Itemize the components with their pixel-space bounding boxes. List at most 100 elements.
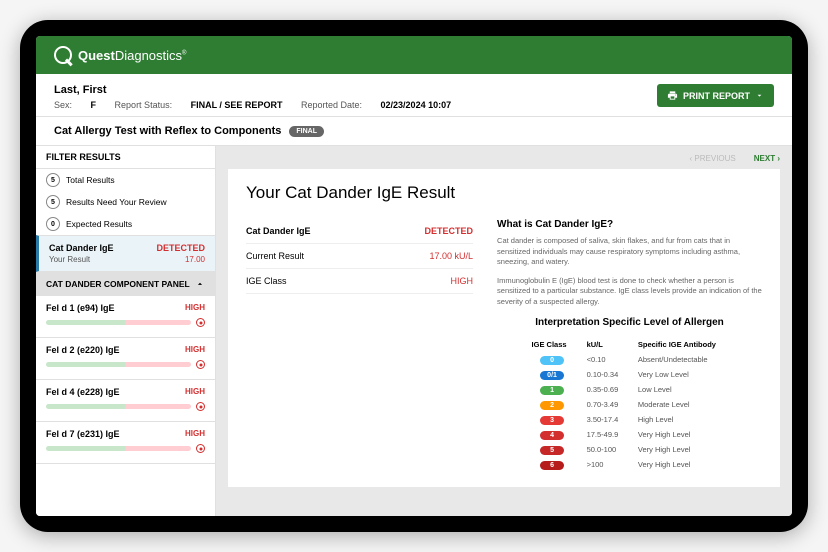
interp-range: 17.5-49.9 bbox=[581, 428, 630, 441]
patient-info: Last, First Sex: F Report Status: FINAL … bbox=[54, 84, 467, 110]
app-screen: QuestDiagnostics® Last, First Sex: F Rep… bbox=[36, 36, 792, 516]
interp-header: kU/L bbox=[581, 338, 630, 351]
interp-antibody: Very High Level bbox=[632, 458, 734, 471]
interp-row: 1 0.35-0.69 Low Level bbox=[526, 383, 734, 396]
level-bar bbox=[46, 404, 191, 409]
level-marker bbox=[196, 444, 205, 453]
status-value: FINAL / SEE REPORT bbox=[191, 100, 283, 110]
count-badge: 0 bbox=[46, 217, 60, 231]
result-table: Cat Dander IgEDETECTEDCurrent Result17.0… bbox=[246, 219, 473, 473]
filter-row[interactable]: 5Total Results bbox=[36, 169, 215, 191]
filter-label: Expected Results bbox=[66, 219, 132, 229]
data-row: Cat Dander IgE DETECTED bbox=[246, 219, 473, 244]
brand-logo: QuestDiagnostics® bbox=[54, 46, 186, 64]
component-bar bbox=[46, 402, 205, 411]
patient-name: Last, First bbox=[54, 84, 467, 96]
component-item[interactable]: Fel d 2 (e220) IgE HIGH bbox=[36, 338, 215, 380]
test-title-bar: Cat Allergy Test with Reflex to Componen… bbox=[36, 117, 792, 146]
interp-antibody: Low Level bbox=[632, 383, 734, 396]
class-chip: 6 bbox=[540, 461, 564, 470]
class-chip: 2 bbox=[540, 401, 564, 410]
panel-title: CAT DANDER COMPONENT PANEL bbox=[46, 279, 190, 289]
interp-range: 0.35-0.69 bbox=[581, 383, 630, 396]
brand-name2: Diagnostics bbox=[115, 48, 182, 63]
component-bar bbox=[46, 318, 205, 327]
level-marker bbox=[196, 360, 205, 369]
level-marker bbox=[196, 318, 205, 327]
component-name: Fel d 2 (e220) IgE bbox=[46, 345, 120, 355]
interp-row: 5 50.0-100 Very High Level bbox=[526, 443, 734, 456]
component-item[interactable]: Fel d 4 (e228) IgE HIGH bbox=[36, 380, 215, 422]
print-button-label: PRINT REPORT bbox=[683, 91, 750, 101]
filter-rows: 5Total Results5Results Need Your Review0… bbox=[36, 169, 215, 235]
interp-row: 6 >100 Very High Level bbox=[526, 458, 734, 471]
interp-range: <0.10 bbox=[581, 353, 630, 366]
class-chip: 3 bbox=[540, 416, 564, 425]
interp-range: 3.50-17.4 bbox=[581, 413, 630, 426]
component-item[interactable]: Fel d 1 (e94) IgE HIGH bbox=[36, 296, 215, 338]
interp-table: IGE ClasskU/LSpecific IGE Antibody 0 <0.… bbox=[524, 336, 736, 473]
interp-antibody: Very High Level bbox=[632, 428, 734, 441]
interp-title: Interpretation Specific Level of Allerge… bbox=[497, 317, 762, 328]
filter-row[interactable]: 5Results Need Your Review bbox=[36, 191, 215, 213]
component-name: Fel d 4 (e228) IgE bbox=[46, 387, 120, 397]
test-title: Cat Allergy Test with Reflex to Componen… bbox=[54, 125, 281, 137]
interp-row: 0/1 0.10-0.34 Very Low Level bbox=[526, 368, 734, 381]
nav-next[interactable]: NEXT › bbox=[754, 154, 780, 163]
interp-antibody: Very Low Level bbox=[632, 368, 734, 381]
interp-range: >100 bbox=[581, 458, 630, 471]
class-chip: 0/1 bbox=[540, 371, 564, 380]
chevron-up-icon bbox=[195, 279, 205, 289]
info-column: What is Cat Dander IgE? Cat dander is co… bbox=[497, 219, 762, 473]
level-marker bbox=[196, 402, 205, 411]
filter-label: Results Need Your Review bbox=[66, 197, 167, 207]
device-frame: QuestDiagnostics® Last, First Sex: F Rep… bbox=[20, 20, 808, 532]
status-label: Report Status: bbox=[115, 100, 173, 110]
interp-body: 0 <0.10 Absent/Undetectable 0/1 0.10-0.3… bbox=[526, 353, 734, 471]
panel-header[interactable]: CAT DANDER COMPONENT PANEL bbox=[36, 272, 215, 296]
panel-items: Fel d 1 (e94) IgE HIGH Fel d 2 (e220) Ig… bbox=[36, 296, 215, 464]
interp-antibody: Very High Level bbox=[632, 443, 734, 456]
interp-header: Specific IGE Antibody bbox=[632, 338, 734, 351]
result-item-selected[interactable]: Cat Dander IgE DETECTED Your Result 17.0… bbox=[36, 235, 215, 272]
data-value: DETECTED bbox=[425, 226, 474, 236]
level-bar bbox=[46, 320, 191, 325]
interp-row: 2 0.70-3.49 Moderate Level bbox=[526, 398, 734, 411]
top-header: QuestDiagnostics® bbox=[36, 36, 792, 74]
data-label: Current Result bbox=[246, 251, 304, 261]
component-bar bbox=[46, 444, 205, 453]
main-panel: ‹ PREVIOUS NEXT › Your Cat Dander IgE Re… bbox=[216, 146, 792, 516]
logo-icon bbox=[54, 46, 72, 64]
sidebar: FILTER RESULTS 5Total Results5Results Ne… bbox=[36, 146, 216, 516]
nav-row: ‹ PREVIOUS NEXT › bbox=[228, 154, 780, 163]
component-item[interactable]: Fel d 7 (e231) IgE HIGH bbox=[36, 422, 215, 464]
reported-label: Reported Date: bbox=[301, 100, 362, 110]
class-chip: 0 bbox=[540, 356, 564, 365]
interp-headers: IGE ClasskU/LSpecific IGE Antibody bbox=[526, 338, 734, 351]
print-report-button[interactable]: PRINT REPORT bbox=[657, 84, 774, 107]
sex-value: F bbox=[91, 100, 97, 110]
interp-row: 0 <0.10 Absent/Undetectable bbox=[526, 353, 734, 366]
component-flag: HIGH bbox=[185, 387, 205, 397]
interp-row: 3 3.50-17.4 High Level bbox=[526, 413, 734, 426]
component-bar bbox=[46, 360, 205, 369]
nav-previous: ‹ PREVIOUS bbox=[690, 154, 736, 163]
component-name: Fel d 7 (e231) IgE bbox=[46, 429, 120, 439]
filter-row[interactable]: 0 Expected Results bbox=[36, 213, 215, 235]
content-area: FILTER RESULTS 5Total Results5Results Ne… bbox=[36, 146, 792, 516]
filter-header: FILTER RESULTS bbox=[36, 146, 215, 169]
reported-value: 02/23/2024 10:07 bbox=[381, 100, 452, 110]
level-bar bbox=[46, 362, 191, 367]
interp-range: 0.70-3.49 bbox=[581, 398, 630, 411]
test-status-pill: FINAL bbox=[289, 126, 324, 137]
brand-name1: Quest bbox=[78, 48, 115, 63]
data-label: IGE Class bbox=[246, 276, 287, 286]
interp-antibody: Moderate Level bbox=[632, 398, 734, 411]
data-label: Cat Dander IgE bbox=[246, 226, 311, 236]
level-bar bbox=[46, 446, 191, 451]
count-badge: 5 bbox=[46, 173, 60, 187]
brand-tm: ® bbox=[182, 50, 186, 56]
component-flag: HIGH bbox=[185, 303, 205, 313]
class-chip: 5 bbox=[540, 446, 564, 455]
info-title: What is Cat Dander IgE? bbox=[497, 219, 762, 230]
